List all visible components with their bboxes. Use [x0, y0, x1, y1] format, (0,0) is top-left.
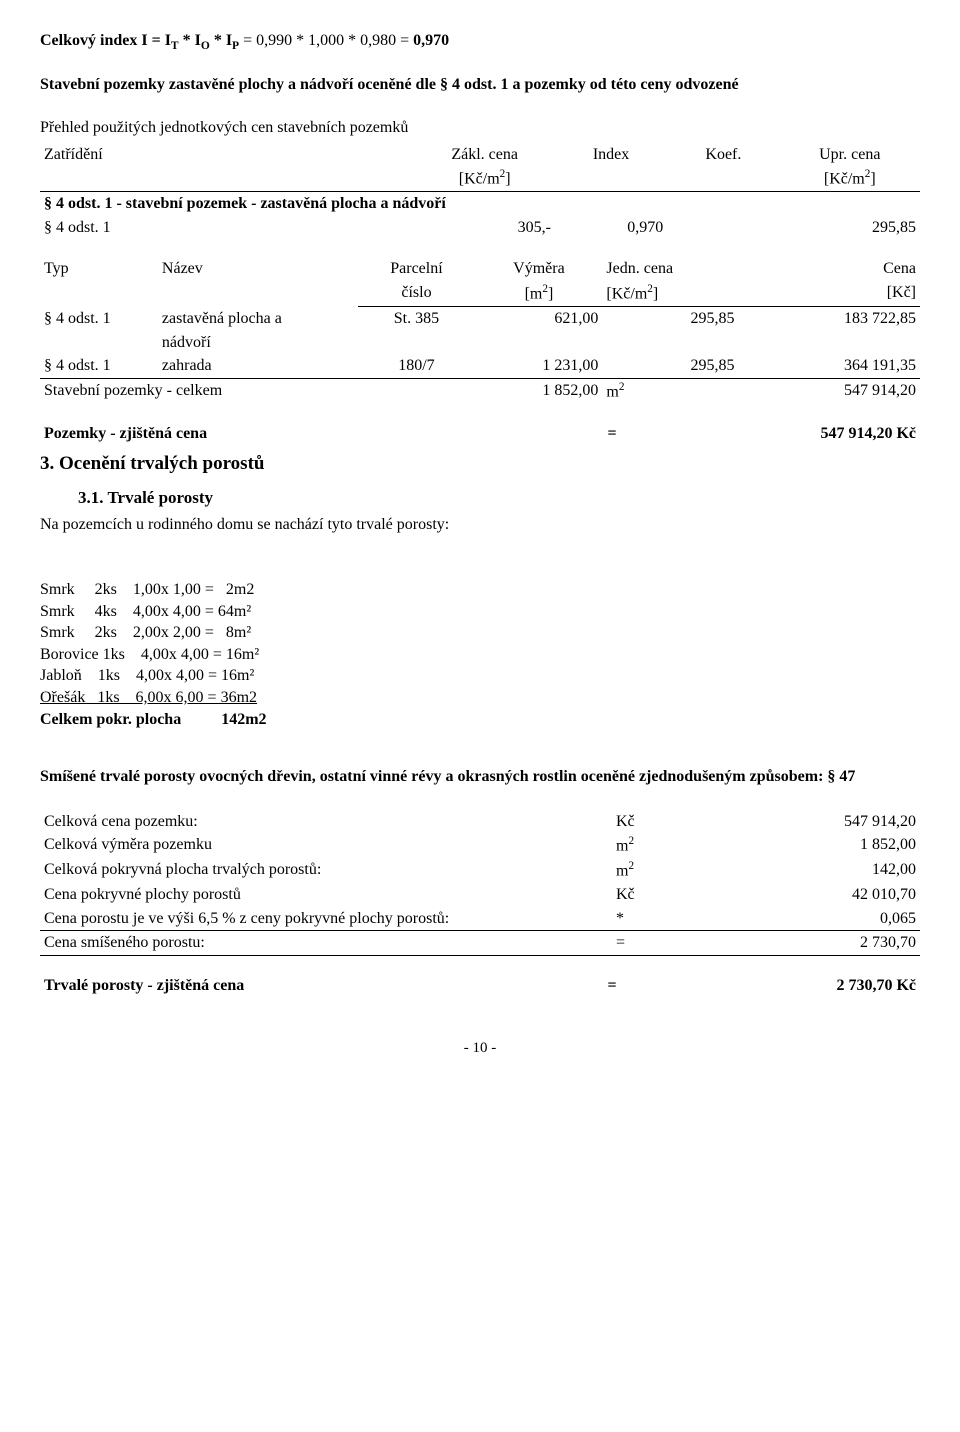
index-formula: Celkový index I = IT * IO * IP = 0,990 *…: [40, 30, 920, 52]
porosty-list: Smrk 2ks 1,00x 1,00 = 2m2 Smrk 4ks 4,00x…: [40, 557, 920, 730]
table-unit-prices: Zatřídění Zákl. cena Index Koef. Upr. ce…: [40, 143, 920, 240]
table-parcels: Typ Název Parcelní Výměra Jedn. cena Cen…: [40, 257, 920, 403]
smisene-title: Smíšené trvalé porosty ovocných dřevin, …: [40, 766, 920, 788]
pozemky-zjistena: Pozemky - zjištěná cena = 547 914,20 Kč: [40, 422, 920, 446]
paragraph-title-1: Stavební pozemky zastavěné plochy a nádv…: [40, 74, 920, 96]
section-3-1-title: 3.1. Trvalé porosty: [40, 487, 920, 510]
th-zatrideni: Zatřídění: [40, 143, 414, 192]
section-3-title: 3. Ocenění trvalých porostů: [40, 451, 920, 477]
calc-table: Celková cena pozemku: Kč 547 914,20 Celk…: [40, 810, 920, 956]
section-3-1-intro: Na pozemcích u rodinného domu se nachází…: [40, 514, 920, 536]
page-number: - 10 -: [40, 1038, 920, 1058]
table1-caption: Přehled použitých jednotkových cen stave…: [40, 117, 920, 139]
trvale-zjistena: Trvalé porosty - zjištěná cena = 2 730,7…: [40, 974, 920, 998]
